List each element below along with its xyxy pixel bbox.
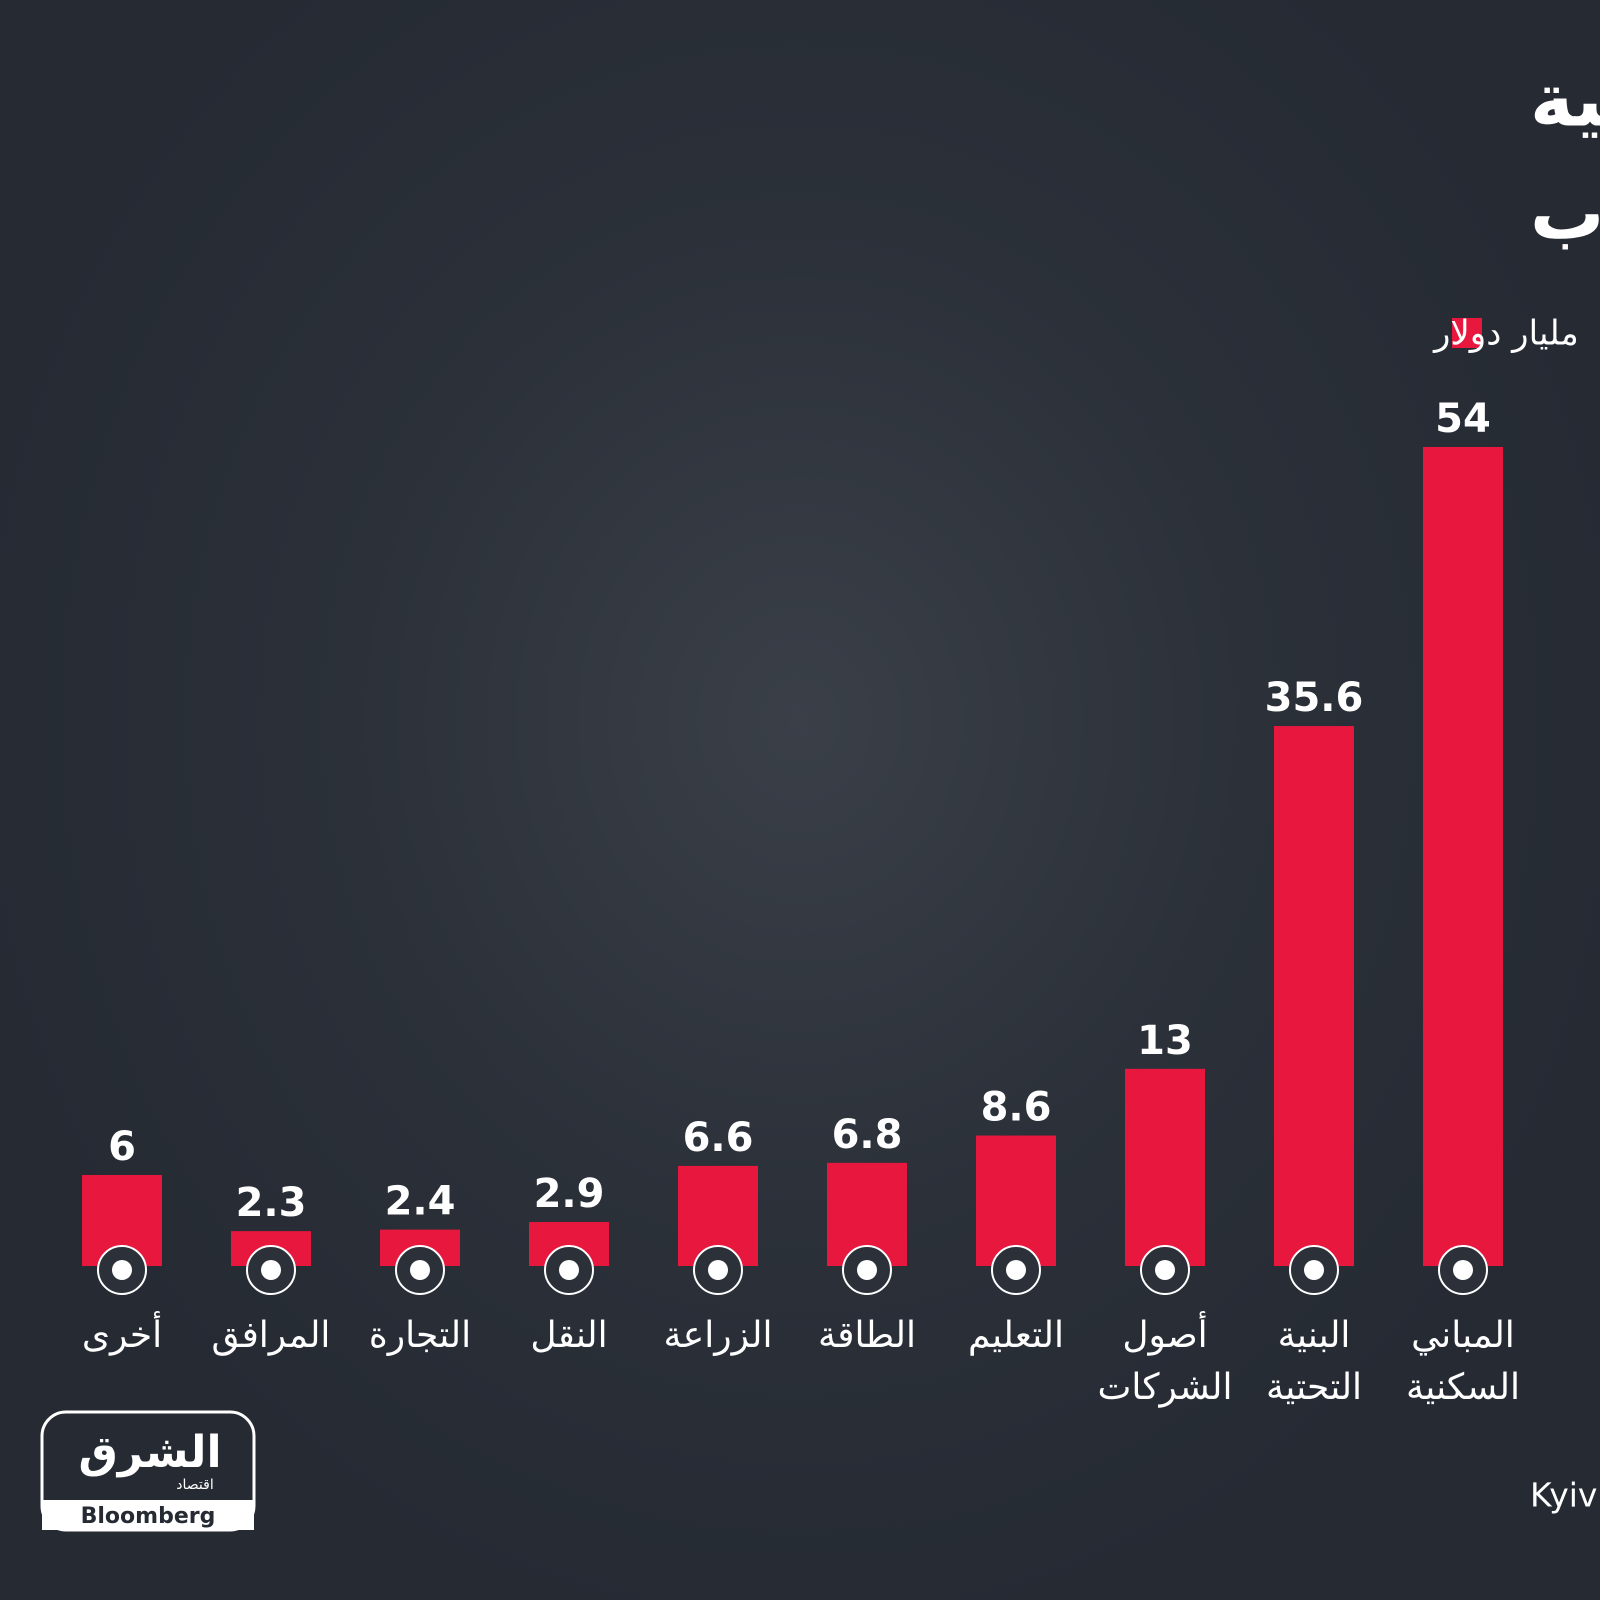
category-label: المباني السكنية (1406, 1315, 1520, 1409)
logo-name: الشرق (78, 1427, 221, 1478)
category-label: أخرى (81, 1315, 163, 1356)
icon (261, 1260, 281, 1280)
category-label: أصول الشركات (1097, 1315, 1233, 1409)
logo-band (42, 1500, 254, 1530)
value-label: 6.6 (683, 1115, 754, 1161)
value-label: 54 (1435, 396, 1491, 442)
bar (1274, 726, 1354, 1266)
logo-with: مع (199, 1495, 211, 1508)
icon (410, 1260, 430, 1280)
category-label: المرافق (211, 1315, 331, 1356)
value-label: 6 (108, 1124, 136, 1170)
bar (976, 1135, 1056, 1266)
icon (559, 1260, 579, 1280)
category-label: الطاقة (818, 1315, 916, 1356)
bar (1423, 447, 1503, 1266)
value-label: 2.3 (236, 1180, 307, 1226)
icon (1453, 1260, 1473, 1280)
category-label: البنية التحتية (1265, 1315, 1363, 1409)
logo-partner: Bloomberg (81, 1504, 216, 1529)
value-label: 8.6 (981, 1085, 1052, 1131)
chart-title: التحتية في أوكرانيا جراء الحرب (1530, 165, 1600, 258)
category-label: الزراعة (663, 1315, 773, 1356)
value-label: 35.6 (1265, 675, 1364, 721)
bar (1125, 1068, 1205, 1266)
category-label: التعليم (968, 1315, 1064, 1356)
value-label: 6.8 (832, 1112, 903, 1158)
category-label: التجارة (368, 1315, 472, 1356)
icon (1304, 1260, 1324, 1280)
icon (1155, 1260, 1175, 1280)
source: المصدر: Kyiv School of Economics (1530, 1476, 1600, 1515)
value-label: 2.4 (385, 1179, 456, 1225)
category-label: النقل (530, 1315, 608, 1356)
icon (857, 1260, 877, 1280)
icon (112, 1260, 132, 1280)
icon (708, 1260, 728, 1280)
chart-title: 138 مليار دولار خسائر البنية (1530, 58, 1600, 145)
logo-sub: اقتصاد (176, 1477, 213, 1493)
legend-label: مليار دولار (1432, 314, 1579, 354)
value-label: 13 (1137, 1018, 1193, 1064)
legend-swatch (1452, 318, 1482, 348)
icon (1006, 1260, 1026, 1280)
value-label: 2.9 (534, 1171, 605, 1217)
